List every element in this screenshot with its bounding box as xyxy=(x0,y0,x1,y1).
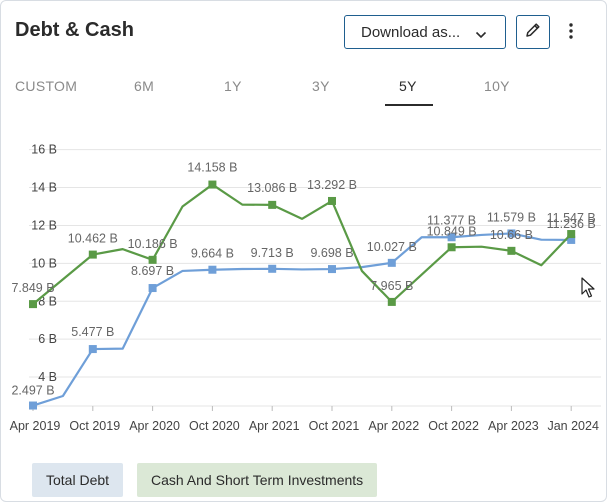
active-tab-indicator xyxy=(385,104,433,106)
cash-point-marker xyxy=(268,200,277,209)
x-tick-label: Apr 2019 xyxy=(10,419,61,433)
tab-3y[interactable]: 3Y xyxy=(312,78,330,94)
legend-cash-short-term[interactable]: Cash And Short Term Investments xyxy=(137,463,378,497)
debt-point-marker xyxy=(208,265,217,274)
debt-point-marker xyxy=(447,233,456,242)
tab-custom[interactable]: CUSTOM xyxy=(15,78,78,94)
cash-data-label: 11.547 B xyxy=(547,211,596,225)
chevron-down-icon xyxy=(475,27,487,44)
debt-point-marker xyxy=(567,235,576,244)
debt-series-line xyxy=(32,232,572,407)
debt-data-label: 10.027 B xyxy=(367,240,417,254)
x-tick-label: Apr 2023 xyxy=(488,419,539,433)
x-tick-label: Jan 2024 xyxy=(547,419,598,433)
debt-cash-line-chart: 4 B 6 B 8 B 10 B 12 B 14 B 16 B Apr 2019 Oct 201… xyxy=(10,143,601,433)
debt-data-label: 9.664 B xyxy=(191,247,234,261)
cash-data-label: 13.086 B xyxy=(247,181,297,195)
debt-point-marker xyxy=(88,345,97,354)
debt-point-marker xyxy=(268,264,277,273)
cash-series-line xyxy=(32,183,572,305)
period-tabs: CUSTOM 6M 1Y 3Y 5Y 10Y xyxy=(1,69,601,109)
y-tick-label: 12 B xyxy=(31,218,57,232)
debt-data-label: 11.236 B xyxy=(547,217,596,231)
cash-data-label: 13.292 B xyxy=(307,178,357,192)
debt-point-marker xyxy=(148,284,157,293)
debt-point-marker xyxy=(328,265,336,274)
cash-data-label: 10.462 B xyxy=(68,232,118,246)
cash-point-marker xyxy=(328,196,336,205)
download-label: Download as... xyxy=(361,23,461,41)
y-tick-label: 6 B xyxy=(38,332,57,346)
debt-data-label: 2.497 B xyxy=(11,384,54,398)
cash-data-label: 7.849 B xyxy=(11,281,54,295)
pencil-icon xyxy=(524,21,542,44)
cash-data-label: 10.66 B xyxy=(490,228,533,242)
cash-data-label: 10.186 B xyxy=(128,237,178,251)
debt-data-label: 9.713 B xyxy=(251,246,294,260)
debt-point-marker xyxy=(507,229,516,238)
tab-1y[interactable]: 1Y xyxy=(224,78,242,94)
debt-data-label: 11.579 B xyxy=(487,210,536,224)
cash-data-label: 14.158 B xyxy=(187,161,237,175)
download-dropdown-button[interactable]: Download as... xyxy=(344,15,506,49)
y-tick-label: 10 B xyxy=(31,256,57,270)
legend-total-debt[interactable]: Total Debt xyxy=(32,463,124,497)
page-title: Debt & Cash xyxy=(15,19,134,41)
x-tick-label: Oct 2021 xyxy=(309,419,360,433)
cash-point-marker xyxy=(29,300,37,309)
debt-data-label: 11.377 B xyxy=(427,213,476,227)
cash-point-marker xyxy=(208,180,217,189)
debt-data-label: 5.477 B xyxy=(71,325,114,339)
y-tick-label: 14 B xyxy=(31,181,57,195)
tab-10y[interactable]: 10Y xyxy=(484,78,510,94)
cash-point-marker xyxy=(387,297,396,306)
cash-point-marker xyxy=(507,246,516,255)
x-tick-label: Oct 2022 xyxy=(428,419,479,433)
edit-button[interactable] xyxy=(516,15,550,49)
kebab-menu-icon xyxy=(568,22,574,45)
cash-point-marker xyxy=(567,230,576,239)
cash-data-label: 10.849 B xyxy=(427,224,477,238)
x-tick-label: Oct 2020 xyxy=(189,419,240,433)
x-tick-label: Apr 2020 xyxy=(129,419,180,433)
y-tick-label: 4 B xyxy=(38,370,57,384)
x-tick-label: Oct 2019 xyxy=(69,419,120,433)
debt-data-label: 9.698 B xyxy=(310,246,353,260)
cash-point-marker xyxy=(88,250,97,259)
cash-point-marker xyxy=(148,255,157,264)
cash-point-marker xyxy=(447,243,456,252)
mouse-cursor-icon xyxy=(581,277,595,304)
tab-5y[interactable]: 5Y xyxy=(399,78,417,94)
x-tick-label: Apr 2021 xyxy=(249,419,300,433)
y-tick-label: 16 B xyxy=(31,143,57,157)
more-options-button[interactable] xyxy=(561,21,581,45)
y-tick-label: 8 B xyxy=(38,294,57,308)
cash-data-label: 7.965 B xyxy=(370,279,413,293)
debt-point-marker xyxy=(29,401,37,410)
debt-data-label: 8.697 B xyxy=(131,264,174,278)
x-tick-label: Apr 2022 xyxy=(368,419,419,433)
debt-point-marker xyxy=(387,258,396,267)
tab-6m[interactable]: 6M xyxy=(134,78,155,94)
